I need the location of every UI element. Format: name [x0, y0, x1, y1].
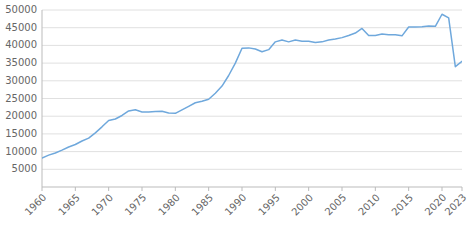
grid-line	[42, 169, 462, 170]
y-tick-label: 40000	[5, 39, 37, 50]
x-tick	[408, 187, 409, 191]
x-tick-label: 1975	[123, 192, 149, 218]
x-tick	[308, 187, 309, 191]
x-tick	[242, 187, 243, 191]
x-axis-line	[42, 187, 462, 188]
grid-line	[42, 63, 462, 64]
x-tick-label: 2020	[423, 192, 449, 218]
grid-line	[42, 27, 462, 28]
y-tick-labels: 5000 10000 15000 20000 25000 30000 35000 40000 4…	[5, 4, 37, 174]
x-tick-label: 2005	[323, 192, 349, 218]
x-tick	[442, 187, 443, 191]
y-tick-label: 5000	[12, 163, 37, 174]
chart: 5000 10000 15000 20000 25000 30000 35000 40000 4…	[0, 0, 474, 229]
x-tick-label: 1980	[156, 192, 182, 218]
y-tick-label: 30000	[5, 75, 37, 86]
x-tick-label: 1985	[189, 192, 215, 218]
x-tick	[108, 187, 109, 191]
x-tick	[175, 187, 176, 191]
x-tick-label: 1970	[89, 192, 115, 218]
grid-line	[42, 116, 462, 117]
x-tick-label: 1995	[256, 192, 282, 218]
x-tick-label: 1990	[223, 192, 249, 218]
x-tick-label: 2015	[389, 192, 415, 218]
y-axis-line	[42, 10, 43, 187]
y-tick-label: 10000	[5, 146, 37, 157]
y-tick-label: 50000	[5, 4, 37, 15]
x-tick	[142, 187, 143, 191]
x-tick	[42, 187, 43, 191]
y-tick-label: 45000	[5, 22, 37, 33]
x-tick	[462, 187, 463, 191]
y-grid	[42, 10, 462, 169]
x-tick-label: 2023	[443, 192, 469, 218]
y-tick-label: 15000	[5, 128, 37, 139]
grid-line	[42, 80, 462, 81]
grid-line	[42, 98, 462, 99]
x-tick-label: 2000	[289, 192, 315, 218]
x-tick	[375, 187, 376, 191]
y-tick-label: 35000	[5, 57, 37, 68]
data-line	[42, 14, 462, 158]
x-tick-label: 2010	[356, 192, 382, 218]
plot-area	[42, 14, 462, 158]
grid-line	[42, 10, 462, 11]
y-tick-label: 25000	[5, 93, 37, 104]
y-tick-label: 20000	[5, 110, 37, 121]
x-tick	[208, 187, 209, 191]
x-tick	[342, 187, 343, 191]
grid-line	[42, 151, 462, 152]
x-tick	[275, 187, 276, 191]
x-tick-label: 1960	[23, 192, 49, 218]
x-tick	[75, 187, 76, 191]
grid-line	[42, 45, 462, 46]
grid-line	[42, 133, 462, 134]
x-tick-label: 1965	[56, 192, 82, 218]
x-ticks: 1960 1965 1970 1975 1980 1985 1990 1995 2000 2005…	[23, 187, 469, 218]
